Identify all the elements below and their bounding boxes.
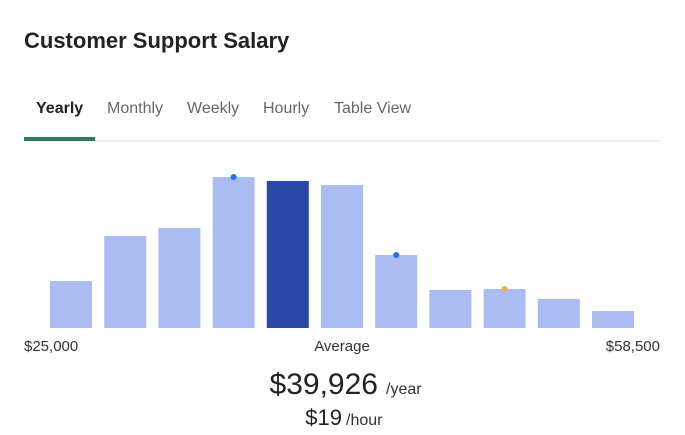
tab[interactable]: Table View (334, 100, 412, 117)
bar[interactable] (212, 177, 255, 328)
marker (230, 174, 237, 180)
marker (393, 252, 400, 258)
tab-underline (24, 137, 96, 141)
hourly-amount: $19 (305, 405, 342, 430)
title: Customer Support Salary (24, 28, 290, 53)
x-min-label: $25,000 (24, 338, 78, 355)
bar[interactable] (375, 255, 418, 328)
bar[interactable] (321, 185, 363, 328)
bar[interactable] (104, 236, 147, 328)
bar[interactable] (483, 289, 526, 328)
bar[interactable] (429, 290, 472, 328)
bar[interactable] (266, 181, 309, 328)
hourly-unit: /hour (346, 412, 383, 429)
yearly-unit: /year (386, 381, 422, 398)
center-label: Average (314, 338, 370, 355)
tab[interactable]: Hourly (263, 100, 309, 117)
bar[interactable] (537, 299, 580, 328)
tab[interactable]: Yearly (36, 100, 83, 117)
x-max-label: $58,500 (606, 338, 660, 355)
bar[interactable] (50, 281, 92, 328)
marker (501, 286, 508, 292)
bar[interactable] (592, 311, 634, 328)
tab[interactable]: Weekly (187, 100, 239, 117)
bar[interactable] (158, 228, 201, 328)
tab[interactable]: Monthly (107, 100, 163, 117)
yearly-amount: $39,926 (270, 368, 378, 401)
